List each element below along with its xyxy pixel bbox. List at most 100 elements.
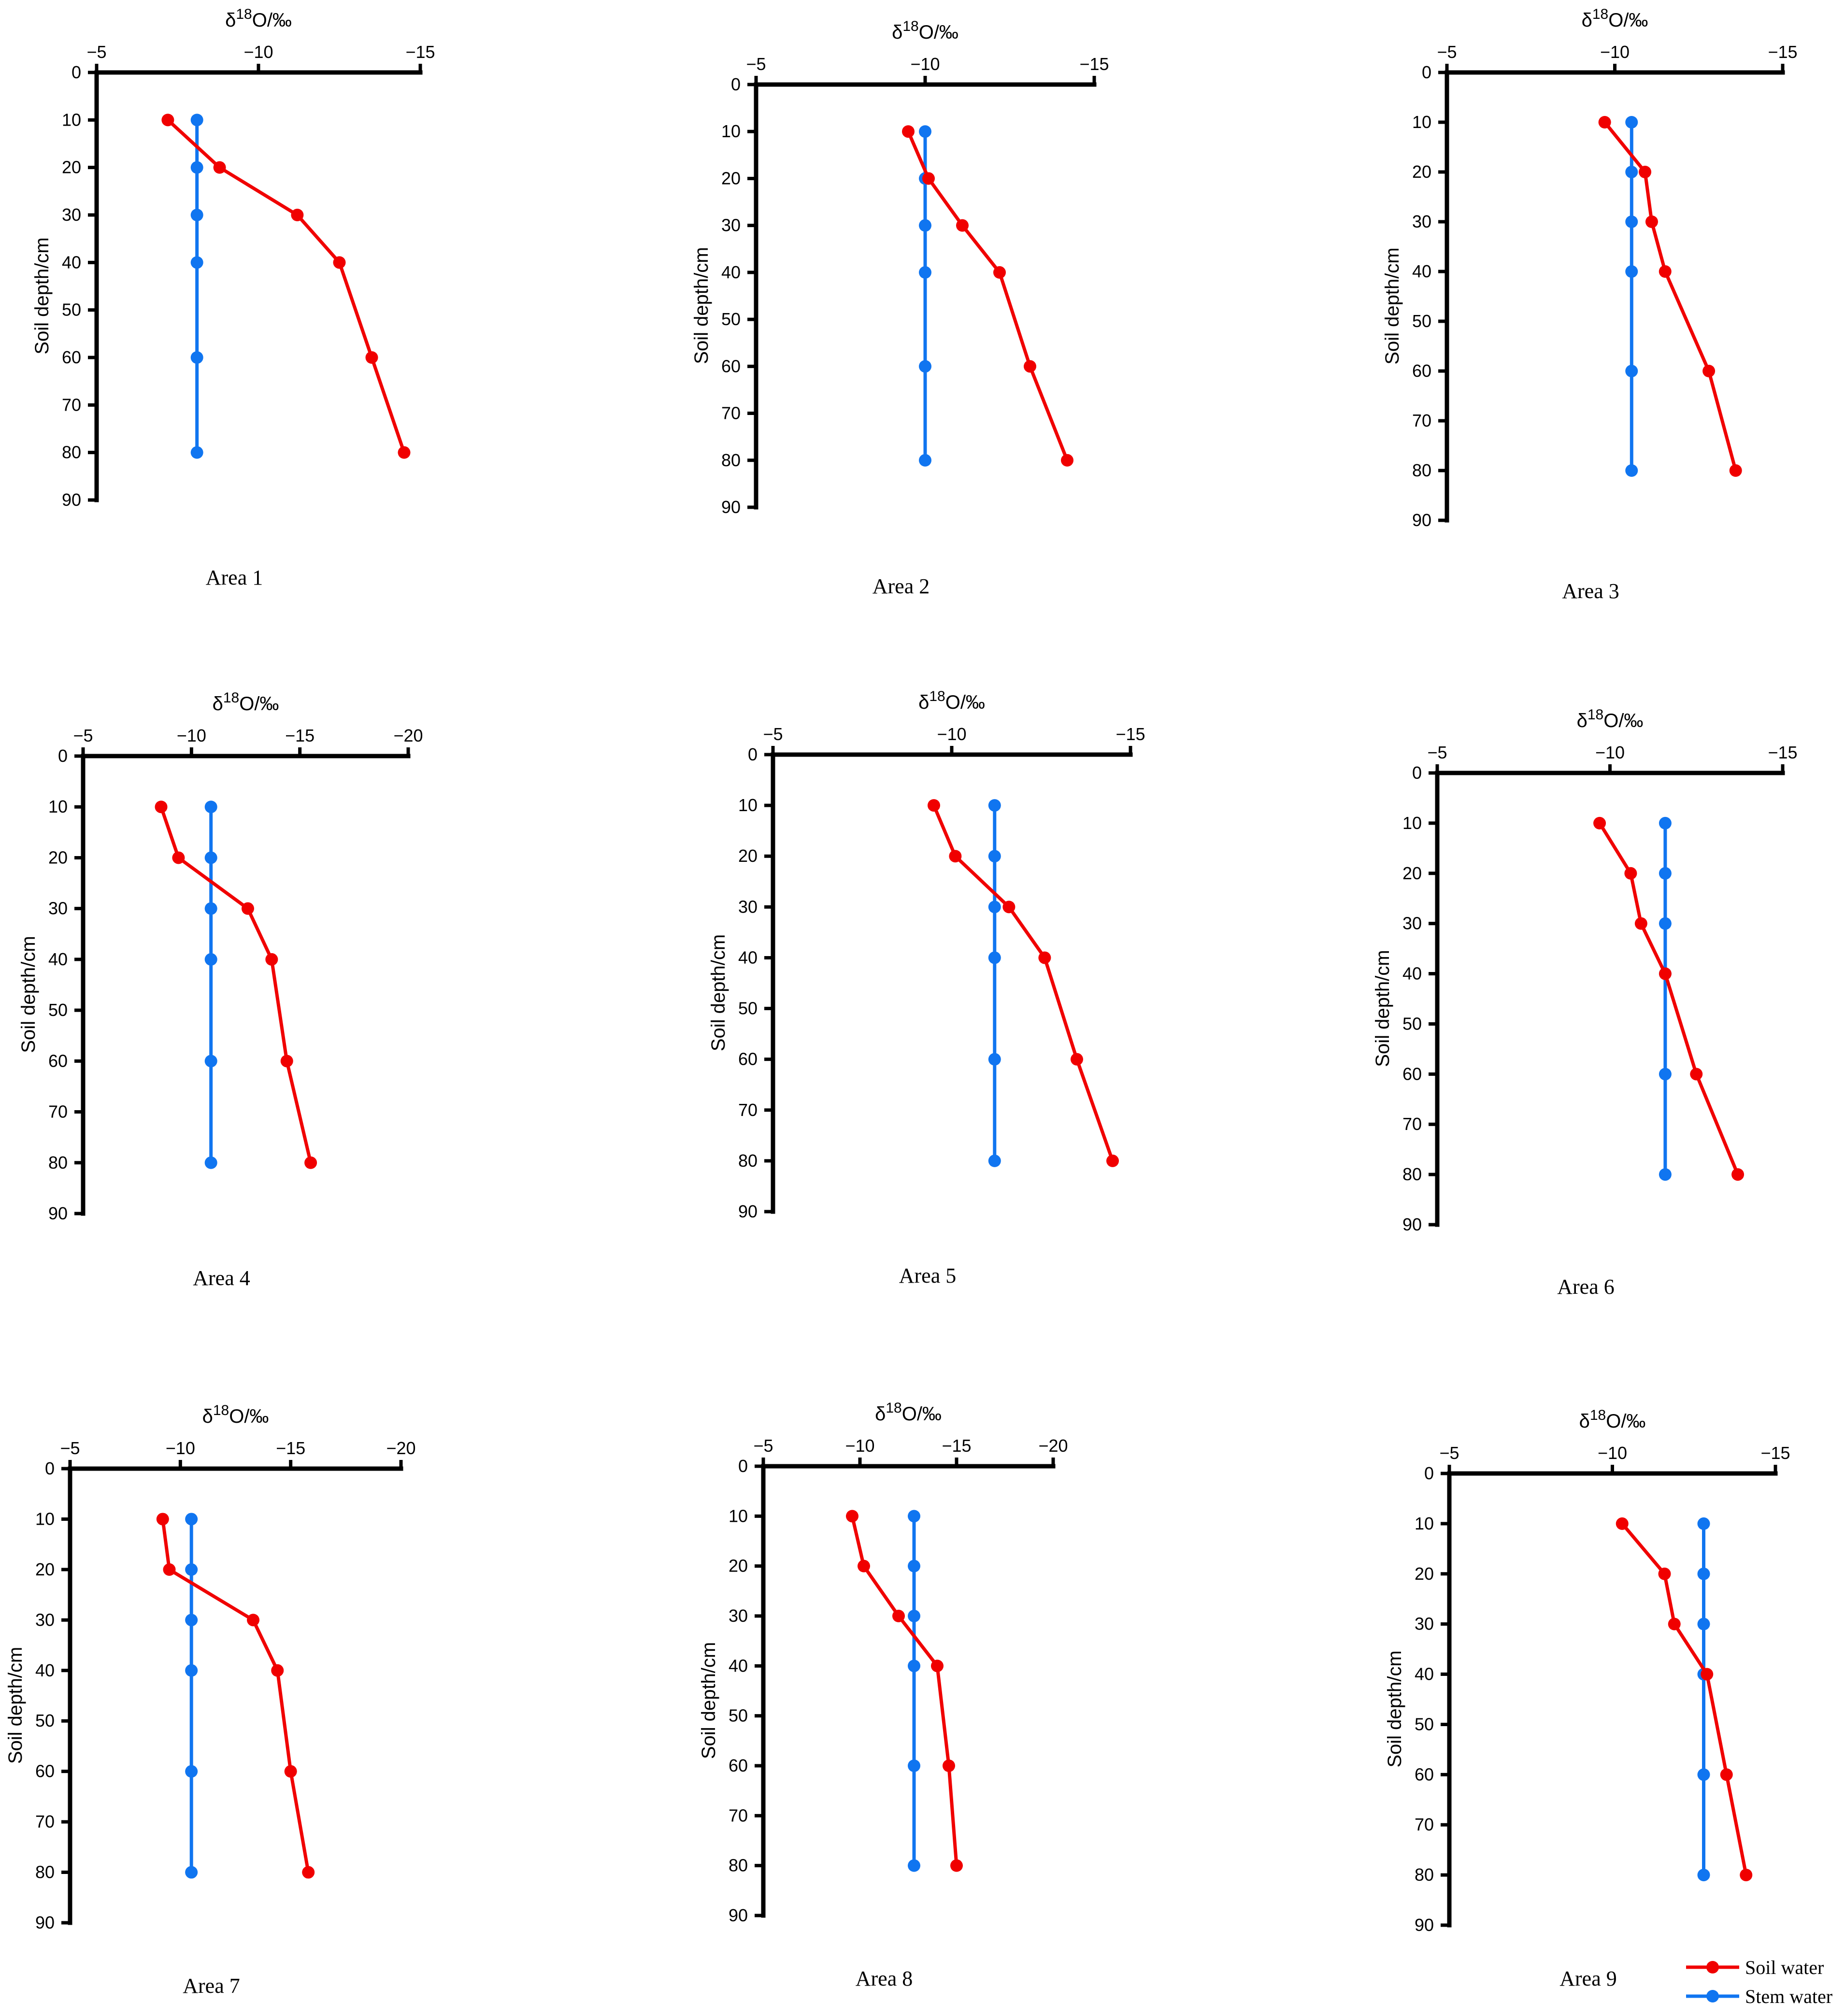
soil-water-point xyxy=(858,1559,870,1573)
soil-water-point xyxy=(1598,116,1611,129)
stem-water-point xyxy=(1659,816,1672,829)
soil-water-point xyxy=(1740,1869,1753,1882)
y-tick-label: 50 xyxy=(62,300,81,320)
x-tick-label: −10 xyxy=(845,1436,874,1456)
y-tick-label: 30 xyxy=(62,205,81,225)
stem-water-point xyxy=(908,1510,920,1523)
y-tick-label: 50 xyxy=(738,999,758,1018)
stem-water-point xyxy=(1659,867,1672,880)
y-tick-label: 0 xyxy=(748,744,758,764)
soil-water-line xyxy=(167,118,406,453)
y-tick-label: 40 xyxy=(1415,1664,1434,1684)
y-tick-label: 60 xyxy=(62,347,81,367)
y-tick-label: 90 xyxy=(1402,1215,1422,1234)
y-tick-label: 20 xyxy=(1412,162,1431,182)
x-tick-label: −5 xyxy=(73,726,93,745)
stem-water-point xyxy=(908,1610,920,1622)
x-tick-label: −10 xyxy=(177,726,206,745)
stem-water-point xyxy=(190,209,203,221)
y-tick-label: 50 xyxy=(729,1706,748,1726)
soil-water-point xyxy=(902,125,915,138)
y-tick-label: 30 xyxy=(1412,212,1431,231)
y-axis-title: Soil depth/cm xyxy=(698,1642,719,1759)
y-tick-label: 10 xyxy=(48,797,68,816)
y-tick-label: 70 xyxy=(721,403,741,423)
y-tick-label: 80 xyxy=(738,1151,758,1171)
x-axis-title: δ18O/‰ xyxy=(1579,1407,1646,1432)
x-tick-label: −10 xyxy=(1600,42,1630,62)
y-tick-label: 70 xyxy=(48,1102,68,1122)
stem-water-point xyxy=(185,1765,198,1778)
y-axis-title: Soil depth/cm xyxy=(708,934,729,1051)
stem-water-point xyxy=(1625,215,1638,228)
y-tick-label: 70 xyxy=(35,1812,55,1831)
stem-water-point xyxy=(919,125,931,138)
stem-water-point xyxy=(204,1055,217,1068)
y-tick-label: 0 xyxy=(1422,62,1431,82)
y-tick-label: 90 xyxy=(35,1913,55,1932)
soil-water-point xyxy=(1593,816,1606,829)
y-tick-label: 70 xyxy=(1412,411,1431,430)
stem-water-point xyxy=(908,1759,920,1772)
stem-water-point xyxy=(1625,464,1638,477)
x-tick-label: −5 xyxy=(753,1436,773,1456)
soil-water-point xyxy=(1002,901,1015,914)
panel-title: Area 9 xyxy=(1559,1967,1617,1990)
y-tick-label: 20 xyxy=(1415,1564,1434,1584)
stem-water-point xyxy=(988,901,1001,914)
x-axis-title: δ18O/‰ xyxy=(213,690,279,715)
soil-water-point xyxy=(398,446,411,459)
x-axis-title: δ18O/‰ xyxy=(918,688,985,713)
x-tick-label: −5 xyxy=(1437,42,1457,62)
y-tick-label: 0 xyxy=(1424,1463,1434,1483)
soil-water-line xyxy=(906,130,1069,461)
x-tick-label: −5 xyxy=(1427,743,1447,762)
y-tick-label: 90 xyxy=(729,1905,748,1925)
y-tick-label: 90 xyxy=(48,1203,68,1223)
x-tick-label: −20 xyxy=(393,726,423,745)
legend-stem-marker xyxy=(1706,1990,1719,2002)
soil-water-point xyxy=(1071,1053,1083,1066)
chart-area-1: −5 −10 −15 0 10 20 30 40 50 60 70 80 90 δ18O/‰ Soil de… xyxy=(31,6,435,589)
stem-water-point xyxy=(190,114,203,127)
y-tick-label: 10 xyxy=(35,1509,55,1529)
soil-water-point xyxy=(1061,454,1073,467)
soil-water-point xyxy=(365,351,378,364)
panel-title: Area 6 xyxy=(1557,1275,1615,1299)
y-tick-label: 70 xyxy=(738,1100,758,1120)
soil-water-point xyxy=(333,256,346,269)
stem-water-point xyxy=(1697,1768,1710,1781)
legend-soil-marker xyxy=(1706,1961,1719,1973)
y-tick-label: 70 xyxy=(1402,1114,1422,1134)
x-tick-label: −5 xyxy=(763,724,783,744)
soil-water-point xyxy=(271,1664,284,1677)
soil-water-line xyxy=(1603,121,1738,471)
soil-water-point xyxy=(1634,917,1647,930)
y-tick-label: 70 xyxy=(729,1805,748,1825)
y-tick-label: 20 xyxy=(48,847,68,867)
y-tick-label: 80 xyxy=(1415,1865,1434,1885)
y-tick-label: 40 xyxy=(1412,261,1431,281)
y-tick-label: 60 xyxy=(738,1049,758,1069)
x-tick-label: −15 xyxy=(942,1436,971,1456)
stem-water-point xyxy=(204,1156,217,1169)
y-tick-label: 70 xyxy=(62,395,81,415)
x-tick-label: −5 xyxy=(86,42,106,62)
panel-title: Area 5 xyxy=(899,1264,957,1287)
y-tick-label: 40 xyxy=(729,1656,748,1675)
y-tick-label: 30 xyxy=(721,215,741,235)
y-tick-label: 40 xyxy=(48,949,68,969)
y-tick-label: 50 xyxy=(1412,311,1431,331)
stem-water-point xyxy=(1625,365,1638,377)
y-tick-label: 70 xyxy=(1415,1815,1434,1834)
x-tick-label: −20 xyxy=(386,1438,415,1458)
x-tick-label: −10 xyxy=(166,1438,195,1458)
soil-water-point xyxy=(931,1659,944,1673)
soil-water-point xyxy=(1729,464,1742,477)
x-tick-label: −15 xyxy=(276,1438,305,1458)
y-tick-label: 20 xyxy=(721,168,741,188)
y-tick-label: 50 xyxy=(35,1711,55,1730)
x-tick-label: −15 xyxy=(1079,54,1109,74)
y-tick-label: 50 xyxy=(721,309,741,329)
soil-water-point xyxy=(1701,1668,1714,1681)
